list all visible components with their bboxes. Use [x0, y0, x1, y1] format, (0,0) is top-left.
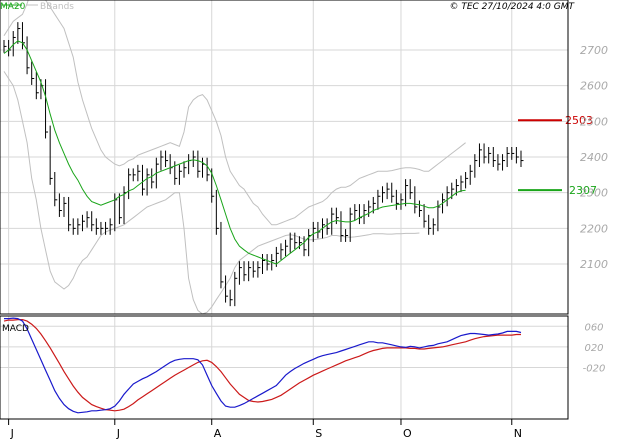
price-y-tick-label: 2500	[580, 115, 608, 128]
ma-legend-label: MA20	[0, 2, 26, 12]
macd-vertical-gridlines	[8, 316, 513, 419]
bands-legend-label: BBands	[40, 2, 74, 12]
macd-y-axis-ticks: -020 020 060	[583, 322, 606, 374]
x-month-label: J	[10, 427, 14, 440]
price-y-tick-label: 2100	[580, 258, 608, 271]
price-y-tick-label: 2300	[580, 187, 608, 200]
price-gridlines	[0, 49, 568, 265]
macd-panel-frame	[0, 315, 569, 420]
price-y-tick-label: 2200	[580, 222, 608, 235]
price-y-tick-label: 2700	[580, 44, 608, 57]
x-month-label: S	[315, 427, 322, 440]
ma20-line	[3, 40, 466, 265]
price-bars	[3, 22, 524, 307]
signal-line	[3, 319, 521, 412]
price-y-tick-label: 2400	[580, 151, 608, 164]
x-month-label: J	[116, 427, 120, 440]
support-label: 2307	[569, 184, 597, 197]
macd-y-tick-label: 060	[584, 322, 603, 333]
macd-y-tick-label: -020	[583, 364, 606, 375]
price-y-tick-label: 2600	[580, 80, 608, 93]
resistance-label: 2503	[565, 114, 593, 127]
macd-y-tick-label: 020	[584, 343, 603, 354]
price-y-axis-ticks: 2100 2200 2300 2400 2500 2600 2700	[580, 44, 608, 271]
x-month-label: A	[214, 427, 222, 440]
macd-panel-title: MACD	[2, 324, 29, 334]
x-month-label: N	[514, 427, 522, 440]
copyright-label: © TEC 27/10/2024 4:0 GMT	[449, 2, 575, 12]
macd-line	[4, 317, 522, 414]
price-panel-frame	[0, 0, 569, 315]
bb-upper-line	[3, 0, 466, 226]
x-month-label: O	[403, 427, 412, 440]
macd-gridlines	[0, 325, 568, 368]
